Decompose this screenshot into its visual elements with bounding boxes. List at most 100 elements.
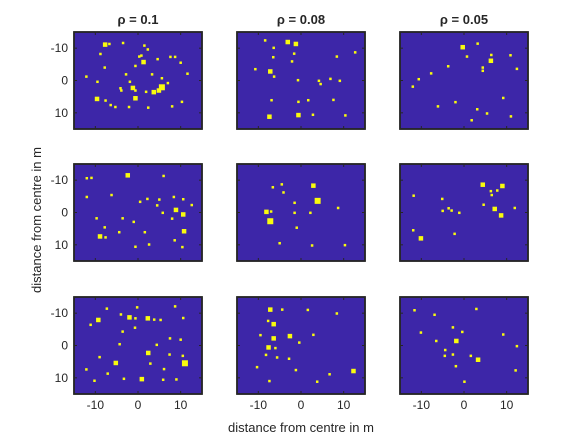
data-point (475, 357, 481, 362)
y-tick-label: -10 (51, 41, 69, 55)
data-point (307, 98, 310, 102)
panel-background (73, 296, 203, 395)
data-point (172, 195, 176, 199)
data-point (296, 112, 301, 118)
data-point (264, 209, 269, 215)
data-point (451, 326, 455, 329)
data-point (513, 206, 517, 210)
data-point (498, 213, 504, 218)
data-point (95, 217, 98, 220)
data-point (120, 89, 123, 92)
data-point (98, 355, 101, 359)
data-point (263, 39, 267, 42)
data-point (85, 368, 88, 371)
data-point (118, 342, 121, 346)
data-point (269, 210, 273, 213)
data-point (168, 337, 172, 340)
data-point (96, 317, 101, 323)
data-point (311, 113, 315, 117)
data-point (169, 55, 172, 59)
data-point (411, 85, 415, 88)
data-point (113, 360, 119, 366)
panel-r3-c1: -10 0 10 -10 0 10 (51, 296, 203, 412)
data-point (268, 307, 273, 312)
data-point (119, 87, 122, 90)
data-point (134, 89, 137, 92)
data-point (146, 48, 150, 51)
data-point (278, 241, 281, 245)
data-point (90, 176, 93, 180)
data-point (267, 218, 274, 225)
data-point (180, 212, 186, 217)
y-tick-label: 0 (61, 339, 68, 353)
x-tick-label: 0 (135, 398, 142, 412)
data-point (476, 42, 479, 45)
data-point (149, 362, 152, 365)
panel-r1-c1: -10 0 10 (51, 31, 203, 130)
data-point (110, 193, 113, 197)
data-point (267, 114, 272, 119)
x-tick-label: 10 (500, 398, 514, 412)
data-point (162, 174, 165, 178)
data-point (490, 53, 493, 57)
data-point (145, 316, 151, 321)
data-point (134, 317, 137, 320)
data-point (114, 105, 117, 109)
data-point (335, 55, 339, 58)
data-point (268, 379, 271, 383)
data-point (496, 189, 499, 192)
panel-r3-c3: -10 0 10 (399, 296, 529, 412)
data-point (181, 229, 187, 234)
data-point (85, 75, 88, 78)
data-point (141, 59, 146, 65)
data-point (99, 52, 102, 56)
data-point (161, 378, 165, 382)
data-point (285, 39, 291, 45)
data-point (161, 211, 164, 215)
data-point (482, 203, 485, 206)
data-point (166, 81, 170, 85)
data-point (180, 100, 184, 104)
data-point (173, 207, 179, 213)
panel-r2-c1: -10 0 10 (51, 163, 203, 262)
column-title-3: ρ = 0.05 (440, 12, 488, 27)
data-point (151, 89, 157, 95)
data-point (465, 55, 469, 58)
data-point (122, 377, 126, 381)
data-point (411, 229, 415, 232)
data-point (509, 115, 513, 118)
data-point (450, 209, 453, 212)
x-axis-label: distance from centre in m (228, 420, 374, 435)
data-point (441, 209, 444, 213)
data-point (443, 348, 447, 352)
data-point (490, 193, 493, 197)
data-point (312, 333, 315, 337)
data-point (502, 96, 505, 100)
data-point (412, 194, 415, 197)
y-tick-label: 0 (61, 74, 68, 88)
data-point (89, 323, 92, 327)
data-point (186, 72, 189, 75)
data-point (453, 232, 456, 236)
data-point (336, 206, 340, 210)
data-point (492, 206, 497, 212)
data-point (266, 319, 270, 323)
data-point (106, 372, 109, 375)
data-point (292, 52, 296, 55)
data-point (460, 44, 465, 50)
data-point (105, 307, 109, 310)
data-point (436, 105, 440, 108)
data-point (145, 350, 151, 356)
data-point (509, 54, 512, 57)
data-point (85, 176, 89, 180)
data-point (134, 64, 137, 68)
column-title-2: ρ = 0.08 (277, 12, 325, 27)
subplot-grid: ρ = 0.1 ρ = 0.08 ρ = 0.05 -10 0 10 -10 0 10 -10 0 1… (51, 12, 529, 412)
data-point (515, 344, 519, 348)
x-tick-label: 10 (337, 398, 351, 412)
data-point (119, 313, 123, 316)
data-point (264, 353, 268, 357)
data-point (94, 96, 100, 102)
panel-background (73, 31, 203, 130)
data-point (485, 112, 489, 115)
